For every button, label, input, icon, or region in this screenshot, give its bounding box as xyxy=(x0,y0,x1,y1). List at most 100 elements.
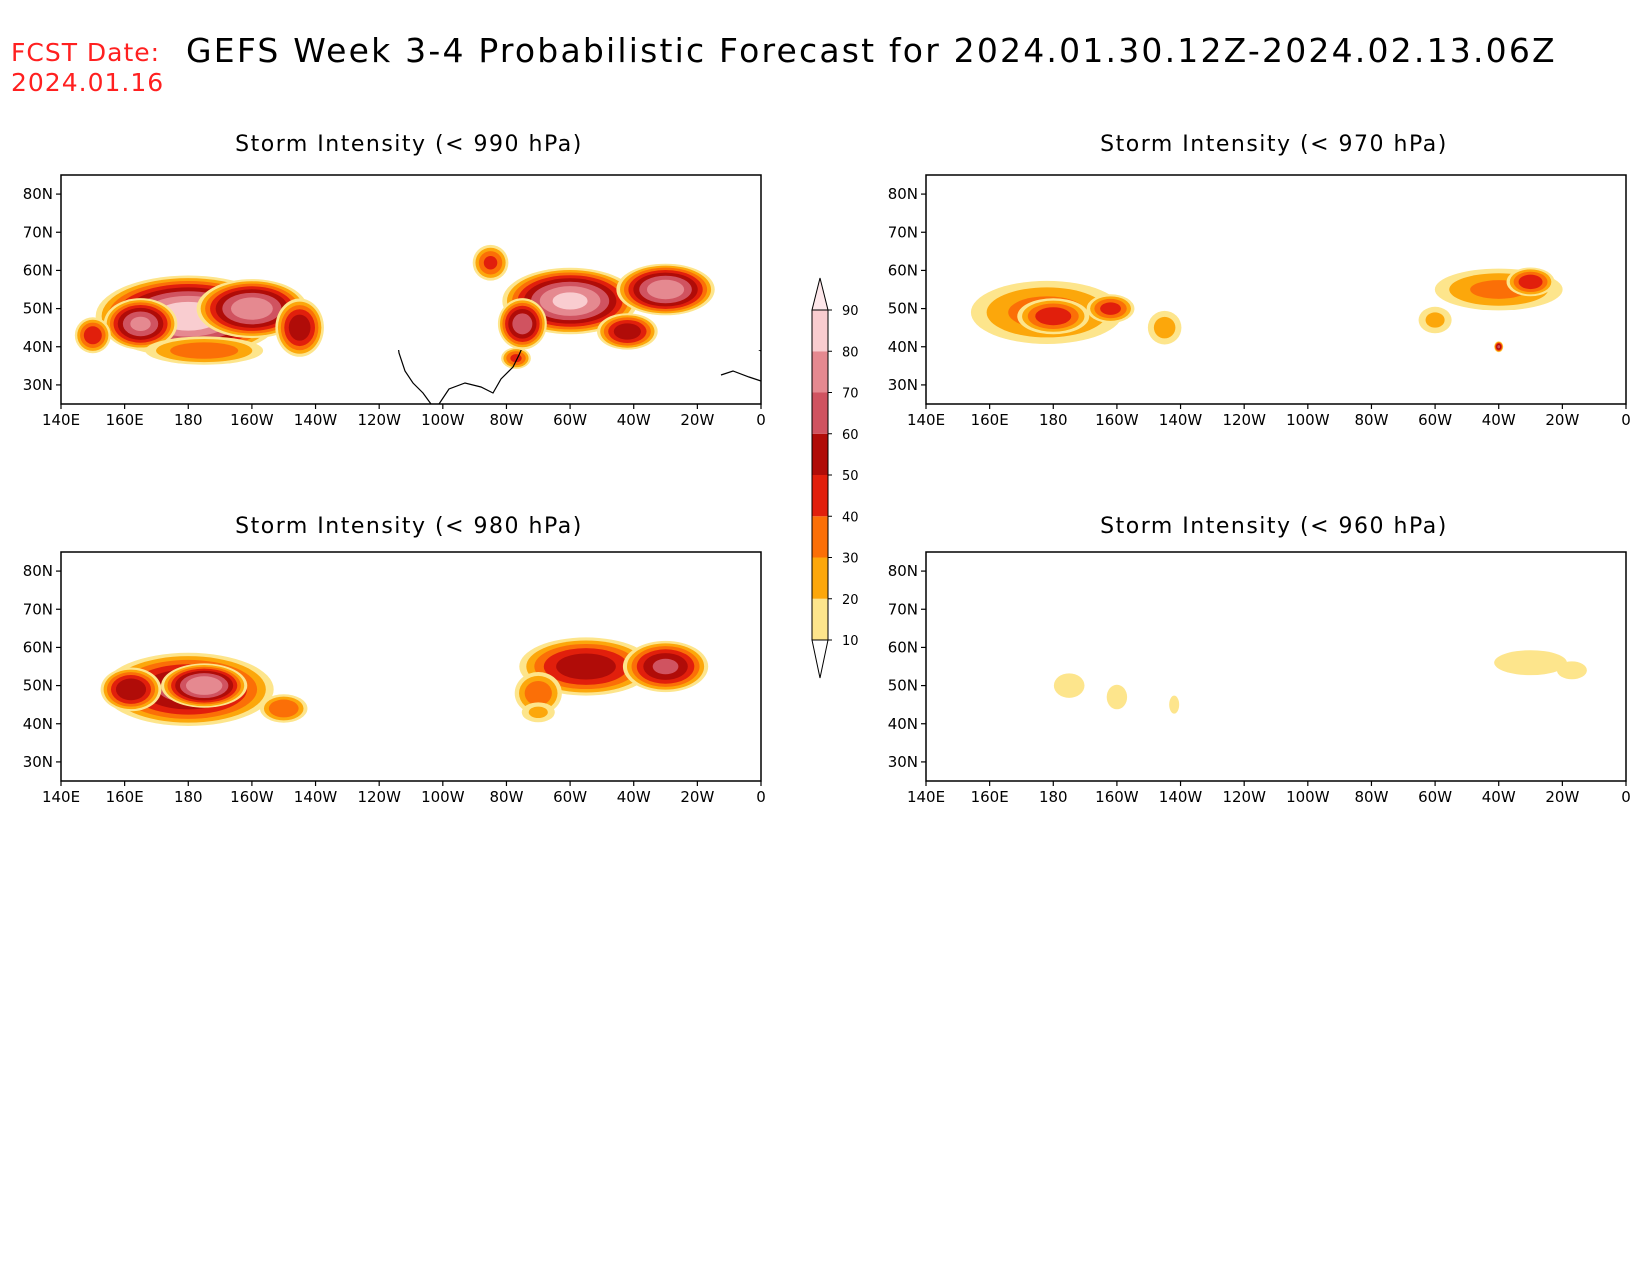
lon-tick-label: 120W xyxy=(357,788,401,806)
probability-shading xyxy=(1053,650,1587,714)
contour-10 xyxy=(1494,650,1567,676)
colorbar-label: 30 xyxy=(842,552,859,567)
lat-tick-label: 80N xyxy=(888,185,918,203)
contour-60 xyxy=(652,658,679,675)
contour-40 xyxy=(83,326,102,345)
contour-40 xyxy=(483,256,498,270)
colorbar-label: 60 xyxy=(842,428,859,443)
lon-tick-label: 60W xyxy=(1418,788,1452,806)
colorbar: 10 20 30 40 50 60 70 80 90 xyxy=(811,277,859,679)
colorbar-label: 70 xyxy=(842,387,859,402)
contour-10 xyxy=(1106,684,1128,710)
lon-tick-label: 80W xyxy=(489,411,523,429)
lon-tick-label: 140W xyxy=(294,411,338,429)
lon-tick-label: 140E xyxy=(907,788,945,806)
colorbar-label: 40 xyxy=(842,510,859,525)
map-panel-bottom-left: 140E 160E 180 160W 140W 120W 100W 80W 60W 40W 20W 0… xyxy=(23,551,766,806)
lon-tick-label: 180 xyxy=(174,788,203,806)
lat-tick-label: 40N xyxy=(888,715,918,733)
map-frame xyxy=(925,174,1627,405)
lat-tick-label: 70N xyxy=(888,223,918,241)
lat-tick-label: 80N xyxy=(888,562,918,580)
lon-tick-label: 100W xyxy=(1286,411,1330,429)
lon-tick-label: 100W xyxy=(421,411,465,429)
lon-tick-label: 40W xyxy=(1482,788,1516,806)
lat-tick-label: 80N xyxy=(23,185,53,203)
colorbar-under-arrow xyxy=(811,639,829,679)
probability-shading xyxy=(100,637,709,726)
lon-tick-label: 160E xyxy=(971,788,1009,806)
lat-tick-label: 50N xyxy=(888,677,918,695)
colorbar-label: 90 xyxy=(842,304,859,319)
lon-tick-label: 180 xyxy=(1039,788,1068,806)
colorbar-over-arrow xyxy=(811,277,829,311)
contour-10 xyxy=(1556,661,1587,680)
lon-tick-label: 100W xyxy=(1286,788,1330,806)
lon-tick-label: 0 xyxy=(1621,788,1631,806)
panel-title-980: Storm Intensity (< 980 hPa) xyxy=(235,514,583,539)
contour-70 xyxy=(185,676,223,695)
lon-tick-label: 160W xyxy=(1095,788,1139,806)
lat-tick-label: 40N xyxy=(23,338,53,356)
figure-title: GEFS Week 3-4 Probabilistic Forecast for… xyxy=(186,31,1557,70)
contour-20 xyxy=(1425,312,1445,328)
lon-tick-label: 120W xyxy=(1222,788,1266,806)
lat-tick-label: 80N xyxy=(23,562,53,580)
lon-tick-label: 20W xyxy=(680,411,714,429)
lon-tick-label: 160W xyxy=(1095,411,1139,429)
colorbar-swatch xyxy=(812,557,828,599)
lon-tick-label: 20W xyxy=(680,788,714,806)
lon-tick-label: 40W xyxy=(617,411,651,429)
contour-40 xyxy=(1100,302,1121,315)
contour-50 xyxy=(115,678,147,701)
lat-tick-label: 50N xyxy=(23,677,53,695)
lon-tick-label: 60W xyxy=(1418,411,1452,429)
probability-shading xyxy=(74,244,715,369)
lon-tick-label: 140E xyxy=(42,788,80,806)
lon-tick-label: 140W xyxy=(294,788,338,806)
colorbar-label: 80 xyxy=(842,345,859,360)
lat-tick-label: 40N xyxy=(888,338,918,356)
colorbar-swatch xyxy=(812,310,828,352)
colorbar-swatch xyxy=(812,475,828,517)
lon-tick-label: 0 xyxy=(756,788,766,806)
contour-50 xyxy=(613,323,641,340)
lat-tick-label: 60N xyxy=(23,261,53,279)
lat-tick-label: 40N xyxy=(23,715,53,733)
lon-tick-label: 20W xyxy=(1545,411,1579,429)
lon-tick-label: 160W xyxy=(230,788,274,806)
contour-20 xyxy=(1153,316,1176,339)
lat-tick-label: 50N xyxy=(888,300,918,318)
contour-10 xyxy=(1169,695,1180,714)
lon-tick-label: 120W xyxy=(357,411,401,429)
lon-tick-label: 160E xyxy=(971,411,1009,429)
panel-title-970: Storm Intensity (< 970 hPa) xyxy=(1100,132,1448,157)
contour-80 xyxy=(552,292,588,310)
lat-tick-label: 30N xyxy=(888,376,918,394)
lat-tick-label: 60N xyxy=(23,638,53,656)
lon-tick-label: 140W xyxy=(1159,411,1203,429)
lon-tick-label: 0 xyxy=(1621,411,1631,429)
lon-tick-label: 0 xyxy=(756,411,766,429)
lon-tick-label: 160E xyxy=(106,788,144,806)
lon-tick-label: 80W xyxy=(1354,411,1388,429)
lat-tick-label: 60N xyxy=(888,261,918,279)
lon-tick-label: 80W xyxy=(1354,788,1388,806)
contour-70 xyxy=(646,279,685,300)
colorbar-label: 20 xyxy=(842,593,859,608)
forecast-date-value: 2024.01.16 xyxy=(11,68,165,97)
lat-tick-label: 30N xyxy=(23,753,53,771)
colorbar-swatch xyxy=(812,351,828,393)
contour-30 xyxy=(524,680,552,706)
contour-30 xyxy=(268,699,299,718)
map-frame xyxy=(60,551,762,782)
lat-tick-label: 30N xyxy=(23,376,53,394)
colorbar-swatch xyxy=(812,516,828,558)
panel-title-960: Storm Intensity (< 960 hPa) xyxy=(1100,514,1448,539)
colorbar-swatch xyxy=(812,433,828,475)
lat-tick-label: 50N xyxy=(23,300,53,318)
colorbar-swatch xyxy=(812,598,828,640)
lon-tick-label: 120W xyxy=(1222,411,1266,429)
contour-40 xyxy=(1518,274,1543,290)
